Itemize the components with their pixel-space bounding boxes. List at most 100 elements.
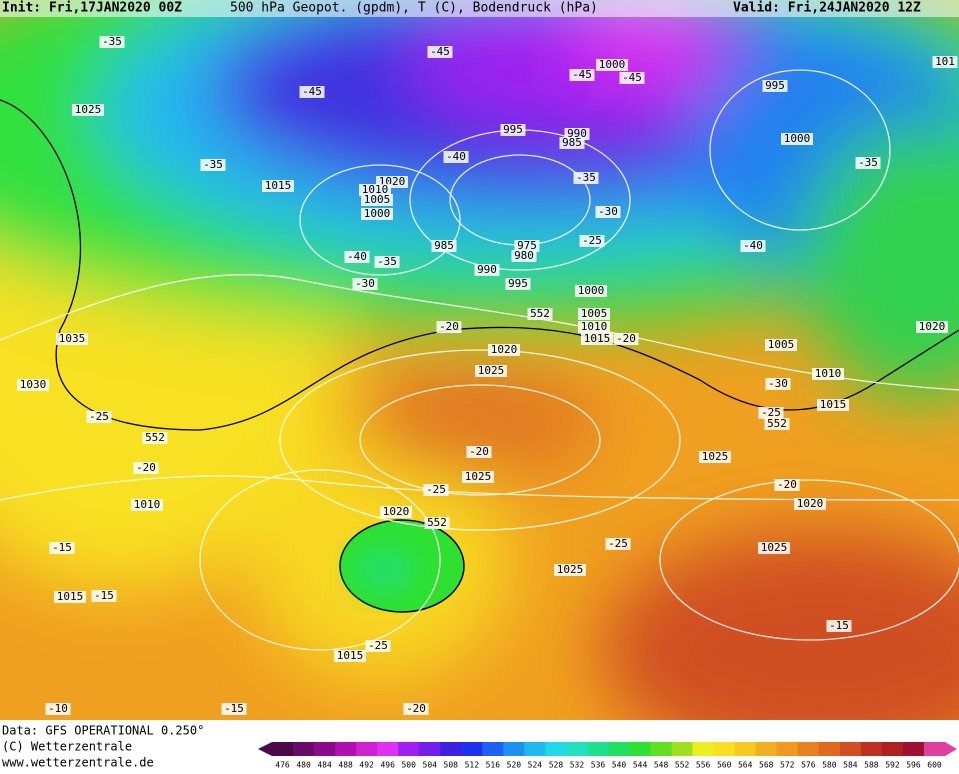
label-box [424, 517, 450, 529]
isoline-label: 985 [562, 136, 582, 149]
isoline-label: -45 [302, 85, 322, 98]
isoline-label: 990 [477, 263, 497, 276]
label-box [365, 640, 391, 652]
label-box [45, 703, 71, 715]
colorbar-label: 564 [738, 761, 753, 770]
isoline-label: -25 [368, 639, 388, 652]
map-title: 500 hPa Geopot. (gpdm), T (C), Bodendruc… [230, 1, 598, 16]
isoline-label: 1020 [919, 320, 946, 333]
label-box [466, 446, 492, 458]
init-time: Init: Fri,17JAN2020 00Z [2, 1, 182, 16]
colorbar-label: 552 [675, 761, 690, 770]
label-box [262, 180, 294, 192]
label-box [579, 235, 605, 247]
colorbar-swatch [356, 742, 378, 756]
label-box [221, 703, 247, 715]
isoline-label: -45 [430, 45, 450, 58]
colorbar-label: 576 [801, 761, 816, 770]
colorbar-label: 560 [717, 761, 732, 770]
colorbar-label: 588 [864, 761, 879, 770]
label-box [578, 321, 610, 333]
isoline-label: -15 [52, 541, 72, 554]
colorbar-label: 500 [401, 761, 416, 770]
colorbar-swatch [713, 742, 736, 756]
colorbar-arrow-right [945, 742, 957, 756]
label-box [475, 365, 507, 377]
colorbar-swatch [902, 742, 925, 756]
label-box [500, 124, 526, 136]
label-box [758, 542, 790, 554]
label-box [794, 498, 826, 510]
label-box [781, 133, 813, 145]
label-box [99, 36, 125, 48]
isoline-label: -20 [439, 320, 459, 333]
isoline-label: 1015 [584, 332, 611, 345]
colorbar-label: 548 [654, 761, 669, 770]
colorbar-swatch [608, 742, 631, 756]
colorbar-swatch [776, 742, 799, 756]
label-box [344, 251, 370, 263]
label-box [352, 278, 378, 290]
isoline-label: -15 [829, 619, 849, 632]
colorbar-swatch [860, 742, 883, 756]
label-box [86, 411, 112, 423]
label-box [423, 484, 449, 496]
isoline-label: 1025 [702, 450, 729, 463]
label-box [374, 256, 400, 268]
isoline-label: 101 [935, 55, 955, 68]
label-box [131, 499, 163, 511]
isoline-label: 1035 [59, 332, 86, 345]
colorbar-swatch [524, 742, 546, 756]
label-box [764, 418, 790, 430]
colorbar-label: 492 [359, 761, 374, 770]
isoline-label: 1020 [491, 343, 518, 356]
colorbar-label: 524 [528, 761, 543, 770]
isoline-label: -35 [102, 35, 122, 48]
isoline-label: -40 [743, 239, 763, 252]
label-box [56, 333, 88, 345]
label-box [436, 321, 462, 333]
isoline-label: -40 [347, 250, 367, 263]
colorbar-swatch [482, 742, 504, 756]
colorbar-swatch [398, 742, 420, 756]
label-box [359, 184, 391, 196]
colorbar: 476 480 484 488 492 496 500 504 508 512 516 520 524 5… [258, 742, 957, 770]
label-box [595, 206, 621, 218]
label-box [505, 278, 531, 290]
colorbar-swatch [923, 742, 946, 756]
colorbar-label: 528 [549, 761, 564, 770]
isoline-label: 990 [567, 127, 587, 140]
label-box [765, 378, 791, 390]
isoline-label: 1000 [364, 207, 391, 220]
label-box [613, 333, 639, 345]
label-box [511, 250, 537, 262]
label-box [758, 407, 784, 419]
isoline-label: -35 [576, 171, 596, 184]
label-box [765, 339, 797, 351]
colorbar-swatch [587, 742, 609, 756]
isoline-label: 552 [427, 516, 447, 529]
colorbar-swatch [566, 742, 588, 756]
isoline-label: -25 [426, 483, 446, 496]
colorbar-label: 568 [759, 761, 774, 770]
isoline-label: 985 [434, 239, 454, 252]
isoline-label: 995 [765, 79, 785, 92]
colorbar-label: 540 [612, 761, 627, 770]
colorbar-label: 512 [465, 761, 480, 770]
isoline-label: -35 [203, 158, 223, 171]
isoline-label: 1025 [478, 364, 505, 377]
label-box [932, 56, 958, 68]
colorbar-label: 600 [927, 761, 942, 770]
colorbar-swatch [734, 742, 757, 756]
colorbar-label: 496 [380, 761, 395, 770]
label-box [91, 590, 117, 602]
label-box [596, 59, 628, 71]
isoline-label: 1025 [465, 470, 492, 483]
colorbar-label: 536 [591, 761, 606, 770]
colorbar-swatch [314, 742, 336, 756]
isoline-label: 1015 [337, 649, 364, 662]
isoline-label: -15 [224, 702, 244, 715]
label-box [826, 620, 852, 632]
isoline-label: -25 [761, 406, 781, 419]
